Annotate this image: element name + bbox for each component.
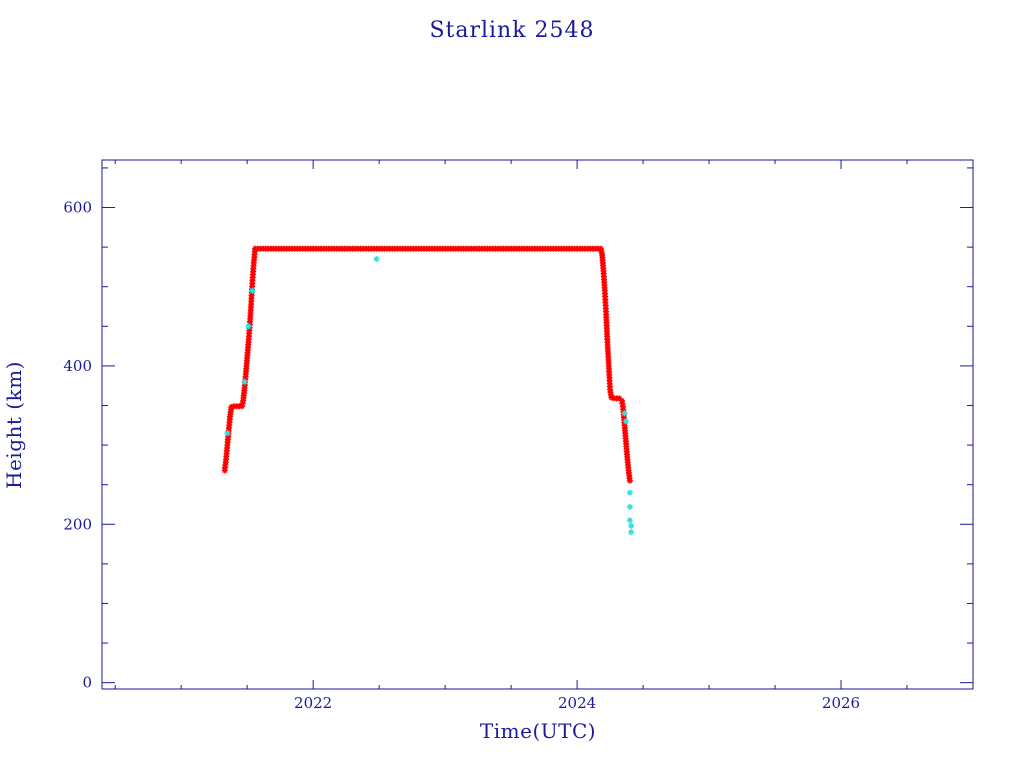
x-axis-label: Time(UTC)	[480, 719, 596, 743]
y-tick-label: 600	[63, 199, 92, 217]
highlight-point	[628, 529, 635, 536]
plot-frame	[101, 159, 974, 690]
highlight-point	[249, 287, 256, 294]
highlight-point	[245, 323, 252, 330]
highlight-point	[626, 503, 633, 510]
x-tick-label: 2026	[822, 694, 860, 712]
series-line	[224, 248, 631, 481]
x-tick-label: 2022	[294, 694, 332, 712]
tick-labels: 2022 2024 2026 0 200 400 600	[63, 199, 860, 712]
data-point	[626, 477, 633, 484]
y-tick-label: 0	[82, 674, 92, 692]
axis-ticks	[102, 160, 974, 689]
highlight-point	[621, 410, 628, 417]
x-tick-label: 2024	[558, 694, 596, 712]
data-marks	[221, 245, 635, 536]
highlight-point	[622, 418, 629, 425]
chart-title: Starlink 2548	[429, 18, 594, 43]
highlight-point	[626, 517, 633, 524]
highlight-point	[373, 255, 380, 262]
highlight-point	[224, 430, 231, 437]
y-axis-label: Height (km)	[2, 361, 26, 489]
highlight-point	[241, 378, 248, 385]
y-tick-label: 200	[63, 515, 92, 533]
highlight-point	[626, 489, 633, 496]
highlight-point	[628, 522, 635, 529]
y-tick-label: 400	[63, 357, 92, 375]
